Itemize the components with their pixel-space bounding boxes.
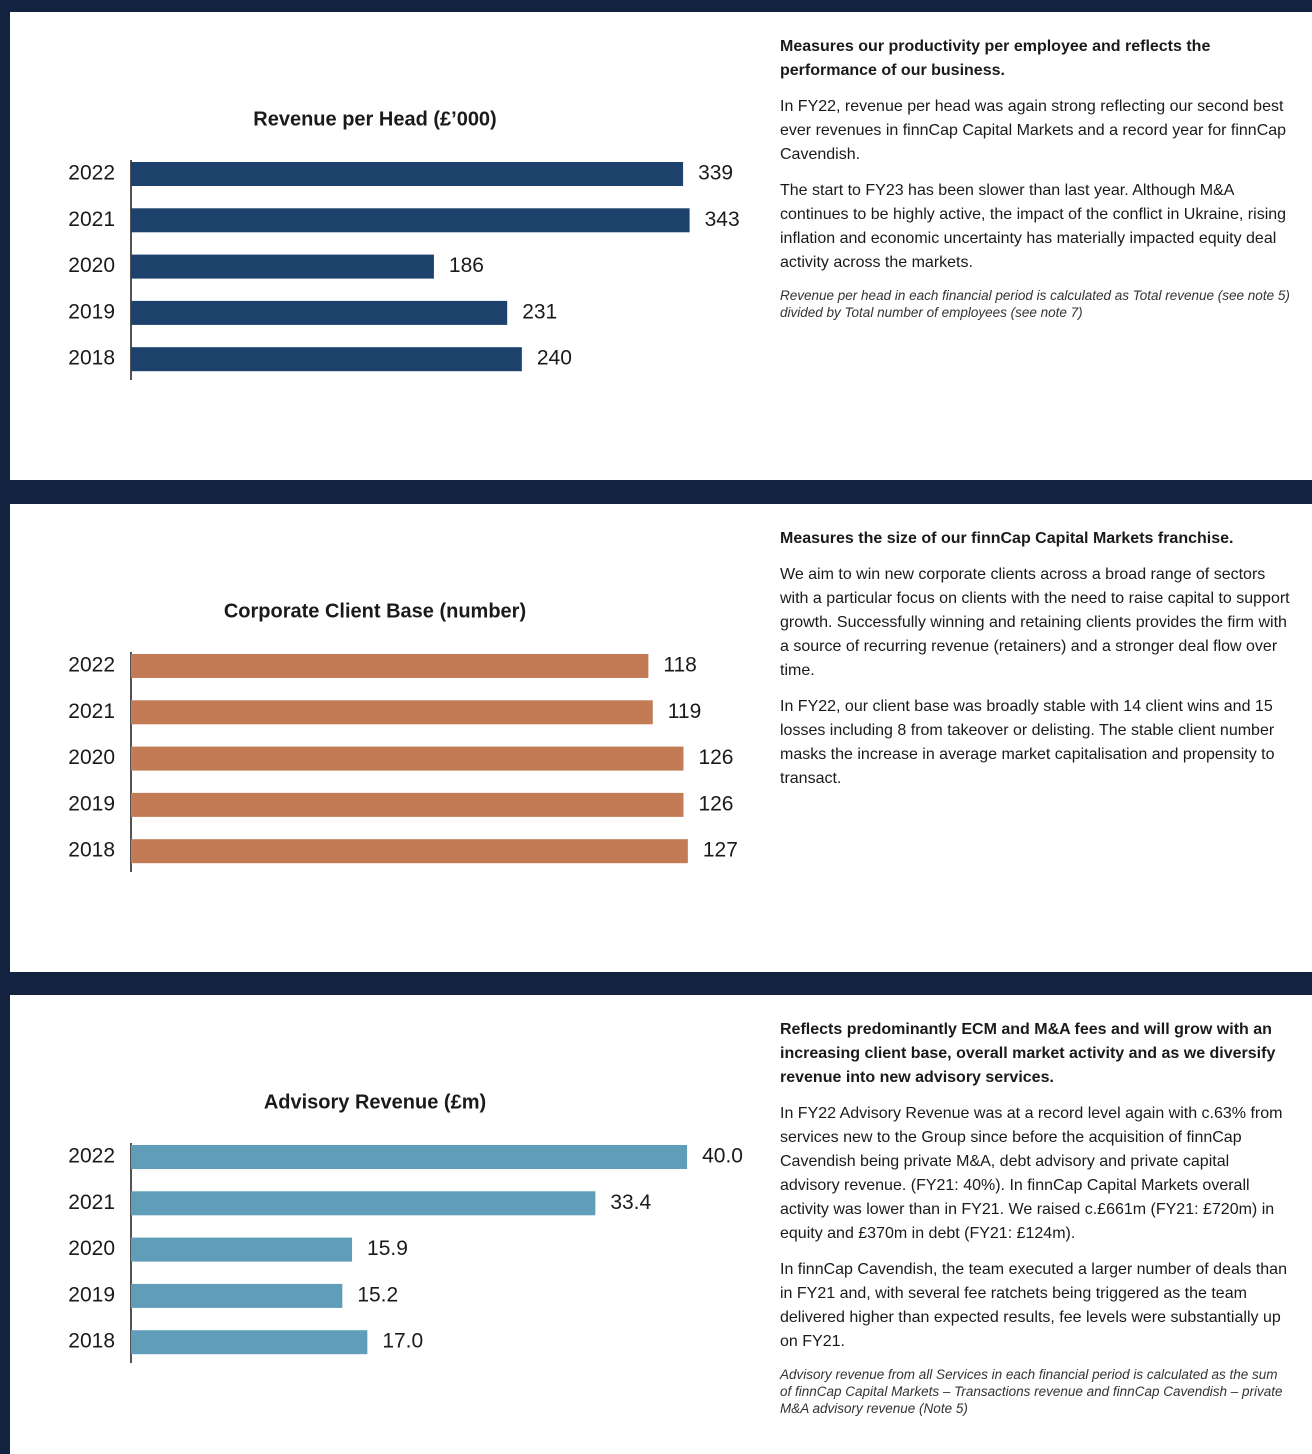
heading: Measures the size of our finnCap Capital… [780, 530, 1234, 547]
category-label: 2018 [68, 1330, 115, 1353]
value-label: 40.0 [702, 1145, 743, 1168]
value-label: 118 [663, 654, 696, 677]
text-column: Measures the size of our finnCap Capital… [780, 527, 1290, 803]
heading: Measures our productivity per employee a… [780, 38, 1211, 79]
panel: Revenue per Head (£’000) 2022 339 2021 343 20… [10, 12, 1312, 480]
bar [131, 746, 684, 771]
bar [131, 300, 508, 325]
value-label: 339 [698, 162, 733, 185]
chart-title: Advisory Revenue (£m) [264, 1091, 486, 1113]
bar [131, 1237, 353, 1262]
bar [131, 1283, 343, 1308]
panel: Advisory Revenue (£m) 2022 40.0 2021 33.4 202… [10, 995, 1312, 1454]
category-label: 2021 [68, 208, 115, 231]
value-label: 33.4 [610, 1191, 651, 1214]
value-label: 15.2 [357, 1283, 398, 1306]
text-column: Measures our productivity per employee a… [780, 35, 1290, 333]
bar [131, 1191, 596, 1216]
bar [131, 162, 684, 186]
paragraph: The start to FY23 has been slower than l… [780, 182, 1287, 271]
heading: Reflects predominantly ECM and M&A fees … [780, 1021, 1276, 1086]
value-label: 127 [703, 839, 738, 862]
chart: Advisory Revenue (£m) 2022 40.0 2021 33.4 202… [68, 1091, 743, 1363]
panel: Corporate Client Base (number) 2022 118 202… [10, 504, 1312, 972]
category-label: 2020 [68, 254, 115, 277]
chart: Corporate Client Base (number) 2022 118 202… [68, 600, 738, 872]
paragraph: In FY22, revenue per head was again stro… [780, 98, 1287, 163]
chart: Revenue per Head (£’000) 2022 339 2021 343 20… [68, 108, 740, 380]
chart-title: Revenue per Head (£’000) [253, 108, 496, 130]
bar [131, 839, 688, 864]
category-label: 2022 [68, 162, 115, 185]
paragraph: We aim to win new corporate clients acro… [780, 566, 1290, 679]
note: Advisory revenue from all Services in ea… [780, 1367, 1283, 1416]
paragraph: In FY22 Advisory Revenue was at a record… [780, 1105, 1283, 1242]
category-label: 2022 [68, 654, 115, 677]
value-label: 17.0 [382, 1330, 423, 1353]
category-label: 2021 [68, 1191, 115, 1214]
bar [131, 254, 434, 279]
note: Revenue per head in each financial perio… [780, 288, 1290, 320]
bar [131, 700, 653, 725]
bar [131, 654, 649, 678]
value-label: 126 [698, 746, 733, 769]
bar [131, 1145, 688, 1169]
category-label: 2018 [68, 839, 115, 862]
value-label: 119 [668, 700, 701, 723]
category-label: 2018 [68, 347, 115, 370]
bar [131, 208, 690, 233]
value-label: 126 [698, 792, 733, 815]
value-label: 15.9 [367, 1237, 408, 1260]
value-label: 343 [705, 208, 740, 231]
category-label: 2019 [68, 1283, 115, 1306]
bar [131, 1330, 368, 1355]
category-label: 2020 [68, 746, 115, 769]
bar [131, 347, 522, 372]
value-label: 186 [449, 254, 484, 277]
bar [131, 792, 684, 817]
category-label: 2021 [68, 700, 115, 723]
category-label: 2020 [68, 1237, 115, 1260]
category-label: 2019 [68, 300, 115, 323]
category-label: 2022 [68, 1145, 115, 1168]
chart-title: Corporate Client Base (number) [224, 600, 526, 622]
text-column: Reflects predominantly ECM and M&A fees … [780, 1018, 1290, 1429]
category-label: 2019 [68, 792, 115, 815]
paragraph: In FY22, our client base was broadly sta… [780, 698, 1275, 787]
value-label: 240 [537, 347, 572, 370]
value-label: 231 [522, 300, 557, 323]
paragraph: In finnCap Cavendish, the team executed … [780, 1261, 1287, 1350]
